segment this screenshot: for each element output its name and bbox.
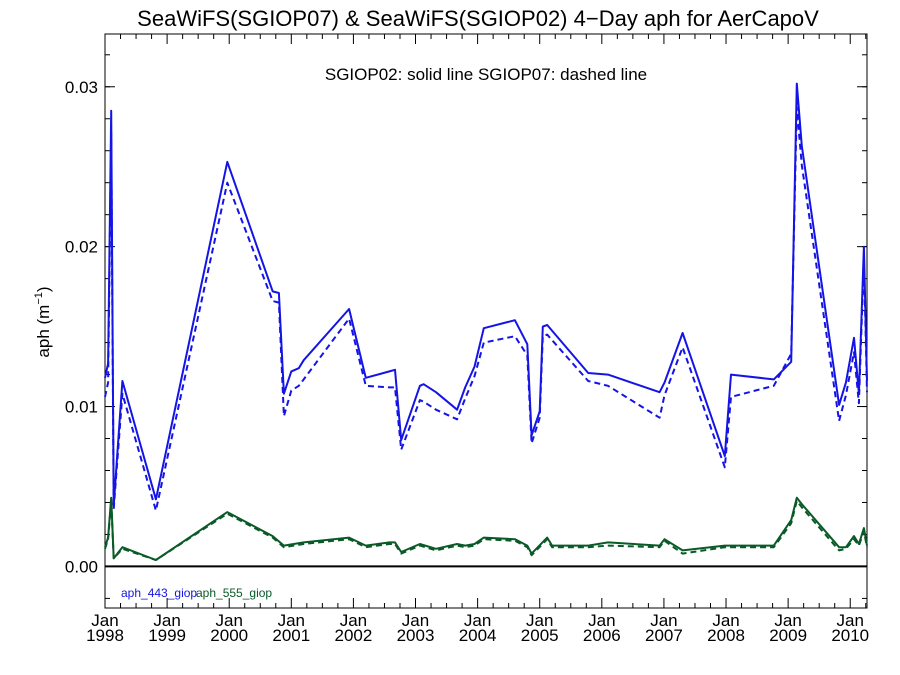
- x-tick-year: 2009: [769, 626, 807, 645]
- series-line-aph_443_giop_sgiop07: [104, 106, 868, 512]
- x-tick-year: 2001: [272, 626, 310, 645]
- series-layer: [104, 82, 868, 561]
- x-tick-month: Jan: [278, 611, 305, 630]
- legend-label: aph_443_giop: [121, 586, 197, 600]
- x-tick-year: 1999: [148, 626, 186, 645]
- x-tick-month: Jan: [712, 611, 739, 630]
- x-tick-year: 2002: [334, 626, 372, 645]
- x-tick-year: 2010: [831, 626, 869, 645]
- plot-frame: [104, 33, 868, 609]
- series-line-aph_443_giop: [104, 82, 868, 507]
- x-tick-year: 2004: [459, 626, 497, 645]
- x-tick-month: Jan: [650, 611, 677, 630]
- x-tick-month: Jan: [588, 611, 615, 630]
- x-axis: Jan1998Jan1999Jan2000Jan2001Jan2002Jan20…: [86, 34, 869, 645]
- y-tick-label: 0.02: [65, 238, 98, 257]
- legend-label: aph_555_giop: [196, 586, 272, 600]
- chart-title: SeaWiFS(SGIOP07) & SeaWiFS(SGIOP02) 4−Da…: [137, 6, 819, 31]
- x-tick-year: 2006: [583, 626, 621, 645]
- y-tick-label: 0.00: [65, 557, 98, 576]
- series-line-aph_555_giop: [104, 496, 868, 561]
- x-tick-year: 2008: [707, 626, 745, 645]
- y-axis-label: aph (m−1): [33, 286, 53, 357]
- series-line-aph_555_giop_sgiop07: [104, 499, 868, 561]
- x-tick-month: Jan: [153, 611, 180, 630]
- x-tick-month: Jan: [774, 611, 801, 630]
- x-tick-year: 2005: [521, 626, 559, 645]
- x-tick-month: Jan: [402, 611, 429, 630]
- x-tick-year: 2007: [645, 626, 683, 645]
- x-tick-month: Jan: [464, 611, 491, 630]
- x-tick-month: Jan: [340, 611, 367, 630]
- x-tick-month: Jan: [91, 611, 118, 630]
- x-tick-year: 1998: [86, 626, 124, 645]
- x-tick-year: 2003: [397, 626, 435, 645]
- x-tick-year: 2000: [210, 626, 248, 645]
- x-tick-month: Jan: [837, 611, 864, 630]
- x-tick-month: Jan: [215, 611, 242, 630]
- line-style-annotation: SGIOP02: solid line SGIOP07: dashed line: [325, 65, 647, 84]
- x-tick-month: Jan: [526, 611, 553, 630]
- y-tick-label: 0.03: [65, 78, 98, 97]
- y-axis: 0.00 0.01 0.02 0.03: [65, 54, 867, 599]
- y-tick-label: 0.01: [65, 398, 98, 417]
